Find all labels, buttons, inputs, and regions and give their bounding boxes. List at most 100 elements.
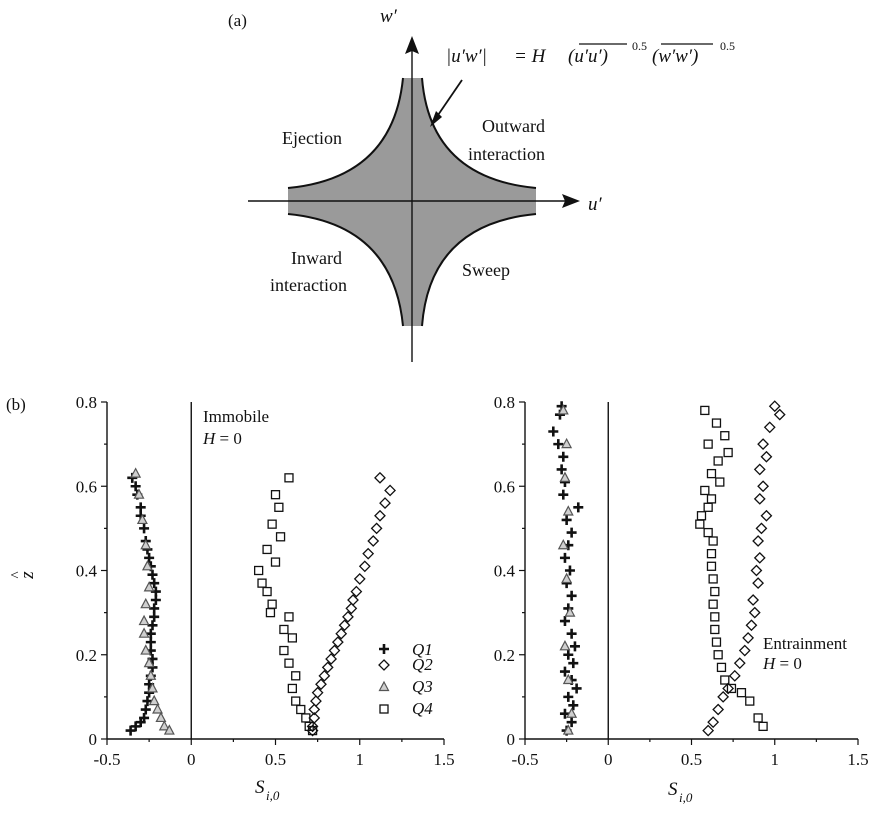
point-q1 (142, 696, 153, 707)
point-q3 (133, 488, 145, 499)
annotation-entrainment: Entrainment (763, 634, 847, 653)
point-q4 (706, 561, 717, 571)
point-q4 (274, 502, 284, 512)
point-q2 (745, 619, 758, 632)
x-tick-label: 1 (771, 750, 780, 769)
point-q4 (695, 519, 705, 529)
point-q3 (152, 703, 164, 714)
point-q4 (706, 494, 717, 504)
panel-b-label: (b) (6, 395, 26, 414)
x-tick-label: 1.5 (847, 750, 868, 769)
quadrant-label-outward-1: Outward (482, 116, 545, 136)
point-q1 (147, 620, 158, 631)
point-q4 (711, 637, 722, 647)
point-q2 (335, 627, 348, 640)
point-q2 (760, 450, 773, 463)
x-axis-title-left: S i,0 (255, 777, 280, 803)
point-q2 (753, 463, 766, 476)
point-q2 (717, 690, 730, 703)
point-q2 (374, 471, 386, 484)
y-tick-label: 0 (507, 730, 516, 749)
point-q1 (553, 439, 564, 450)
legend-marker-q1 (379, 644, 389, 654)
panel-a-label: (a) (228, 11, 247, 30)
x-tick-label: 0.5 (681, 750, 702, 769)
annotation-entrainment-h: H = 0 (762, 654, 802, 673)
point-q4 (307, 725, 318, 736)
point-q4 (710, 624, 720, 635)
y-tick-label: 0.4 (494, 562, 516, 581)
legend: Q1 Q2 Q3 Q4 (378, 640, 433, 718)
y-tick-label: 0.2 (76, 646, 97, 665)
point-q1 (559, 552, 570, 563)
point-q2 (321, 661, 334, 674)
point-q3 (559, 640, 571, 651)
legend-label-q3: Q3 (412, 677, 433, 696)
axis-label-u: u′ (588, 194, 603, 215)
point-q1 (571, 683, 582, 694)
point-q2 (753, 551, 766, 564)
point-q4 (708, 599, 718, 609)
point-q3 (564, 606, 576, 617)
point-q3 (561, 437, 573, 449)
point-q3 (141, 560, 153, 571)
point-q2 (757, 438, 770, 451)
y-tick-label: 0.2 (494, 646, 515, 665)
point-q4 (706, 549, 717, 559)
point-q2 (342, 610, 354, 623)
y-tick-label: 0.8 (494, 393, 515, 412)
point-q4 (284, 612, 294, 622)
point-q3 (146, 682, 158, 693)
point-q4 (696, 511, 707, 521)
point-q4 (267, 599, 277, 609)
svg-text:^: ^ (9, 571, 25, 578)
u-axis-arrow-icon (562, 194, 580, 208)
point-q4 (703, 439, 713, 449)
plot-immobile: -0.5 0 0.5 1 1.500.20.40.60.8 Immobile H = 0… (76, 393, 455, 803)
point-q1 (568, 658, 579, 669)
equation-exp-2: 0.5 (720, 39, 735, 53)
equation-term-1: (u′u′) (568, 46, 608, 67)
point-q4 (703, 502, 713, 512)
hole-equation: |u′w′| = H (u′u′) 0.5 (w′w′) 0.5 (446, 39, 735, 67)
point-q3 (561, 572, 573, 584)
point-q4 (279, 624, 289, 635)
point-q3 (136, 513, 148, 525)
point-q2 (742, 631, 755, 644)
point-q3 (562, 673, 574, 685)
point-q2 (374, 509, 386, 522)
point-q4 (720, 675, 730, 685)
y-tick-label: 0.4 (76, 562, 98, 581)
point-q1 (566, 527, 577, 538)
annotation-immobile: Immobile (203, 407, 269, 426)
point-q4 (284, 473, 294, 483)
point-q2 (379, 497, 391, 510)
point-q1 (556, 464, 567, 475)
point-q3 (130, 467, 142, 478)
svg-text:i,0: i,0 (679, 790, 693, 805)
point-q1 (563, 649, 574, 660)
x-tick-label: -0.5 (512, 750, 539, 769)
point-q2 (722, 682, 735, 695)
point-q4 (253, 565, 264, 576)
x-tick-label: -0.5 (94, 750, 121, 769)
point-q1 (559, 616, 570, 627)
point-q2 (306, 724, 319, 737)
point-q2 (358, 560, 371, 573)
point-q4 (710, 612, 720, 622)
point-q1 (569, 641, 580, 652)
point-q2 (315, 678, 327, 691)
quadrant-label-ejection: Ejection (282, 128, 342, 148)
equation-exp-1: 0.5 (632, 39, 647, 53)
hole-boundary (287, 77, 537, 327)
point-q2 (738, 644, 751, 657)
point-q2 (308, 703, 321, 716)
quadrant-label-inward-1: Inward (291, 248, 342, 268)
point-q1 (558, 489, 569, 500)
x-tick-label: 0 (604, 750, 613, 769)
point-q2 (306, 720, 319, 733)
point-q1 (139, 523, 150, 534)
point-q1 (147, 569, 158, 580)
point-q1 (564, 565, 575, 576)
